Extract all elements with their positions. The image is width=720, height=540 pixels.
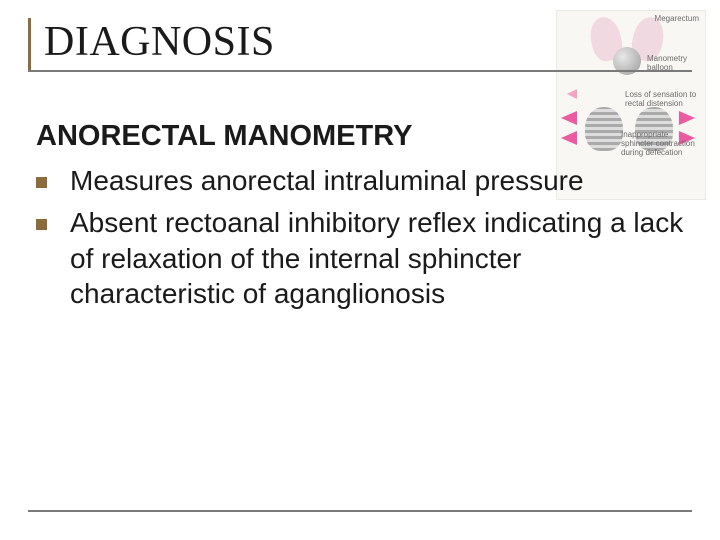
bullet-list: Measures anorectal intraluminal pressure… xyxy=(28,163,692,312)
slide: Megarectum Manometry balloon Loss of sen… xyxy=(0,0,720,540)
slide-title: DIAGNOSIS xyxy=(28,18,692,66)
arrow-icon xyxy=(567,89,577,99)
bullet-text: Measures anorectal intraluminal pressure xyxy=(70,165,584,196)
arrow-icon xyxy=(561,131,577,145)
bottom-horizontal-rule xyxy=(28,510,692,512)
square-bullet-icon xyxy=(36,219,47,230)
title-accent-bar xyxy=(28,18,31,70)
illus-label-loss: Loss of sensation to rectal distension xyxy=(625,91,699,109)
square-bullet-icon xyxy=(36,177,47,188)
illus-label-sphincter: Inappropriate sphincter contraction duri… xyxy=(621,131,699,157)
sphincter-coil-left xyxy=(585,107,623,151)
arrow-icon xyxy=(561,111,577,125)
arrow-icon xyxy=(679,111,695,125)
title-container: DIAGNOSIS xyxy=(28,18,692,72)
bullet-text: Absent rectoanal inhibitory reflex indic… xyxy=(70,207,683,310)
list-item: Measures anorectal intraluminal pressure xyxy=(36,163,692,199)
list-item: Absent rectoanal inhibitory reflex indic… xyxy=(36,205,692,312)
